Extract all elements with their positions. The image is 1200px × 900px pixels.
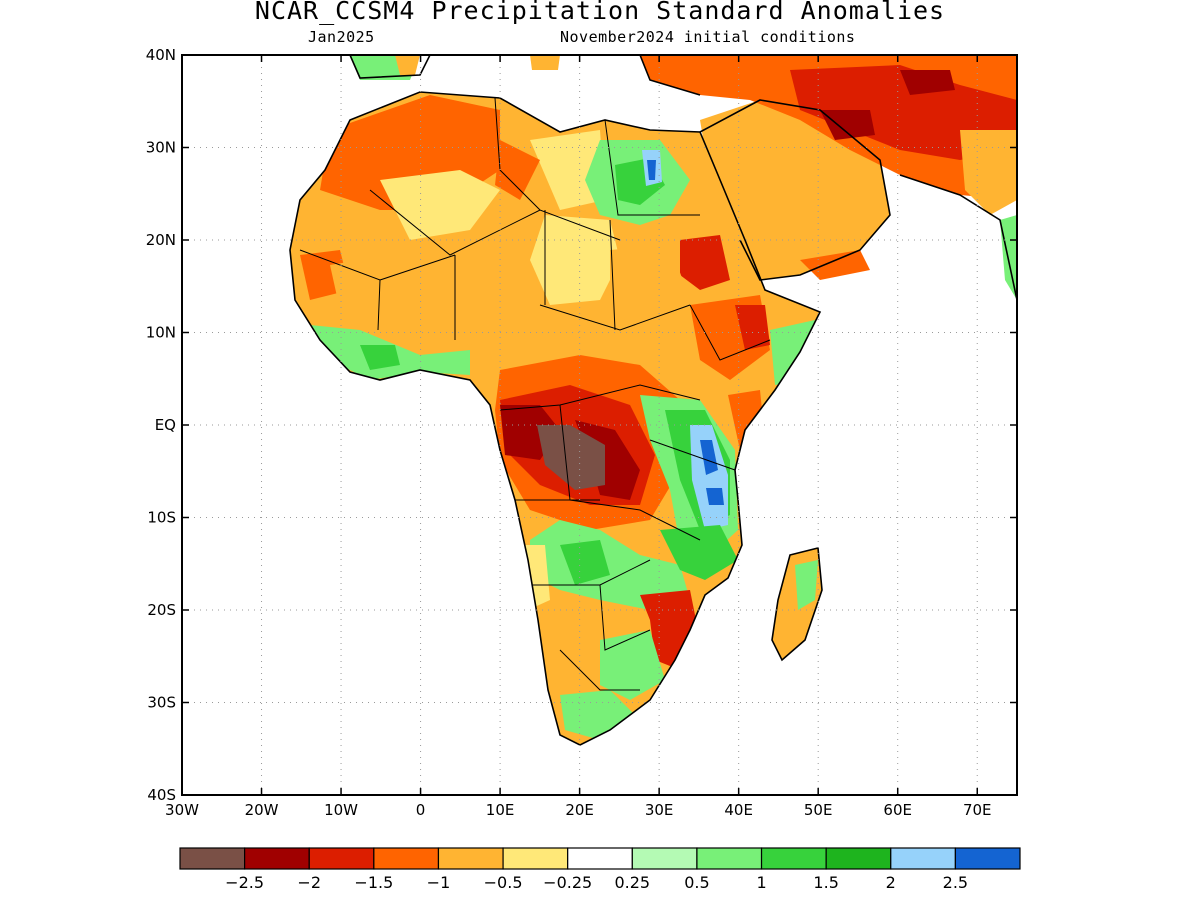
colorbar-swatch: [631, 847, 698, 870]
colorbar-swatch: [890, 847, 956, 870]
colorbar-label: 0.25: [614, 873, 650, 892]
latitude-axis: 40N 30N 20N 10N EQ 10S 20S 30S 40S: [146, 46, 176, 804]
longitude-axis: 30W 20W 10W 0 10E 20E 30E 40E 50E 60E 70E: [165, 801, 991, 819]
lat-tick-label: 20S: [147, 601, 176, 619]
colorbar-swatch: [825, 847, 892, 870]
colorbar-label: −1.5: [354, 873, 393, 892]
lat-tick-label: 40S: [147, 786, 176, 804]
colorbar-label: 0.5: [684, 873, 709, 892]
colorbar-label: −2.5: [225, 873, 264, 892]
colorbar: [179, 847, 1021, 870]
lat-tick-label: EQ: [155, 416, 176, 434]
lon-tick-label: 0: [416, 801, 426, 819]
colorbar-swatch: [244, 847, 310, 870]
colorbar-swatch: [502, 847, 569, 870]
colorbar-swatch: [567, 847, 633, 870]
colorbar-label: 2.5: [943, 873, 968, 892]
colorbar-swatch: [179, 847, 246, 870]
coastlines: [289, 55, 1017, 746]
lat-tick-label: 30N: [146, 139, 176, 157]
lon-tick-label: 10E: [486, 801, 515, 819]
lon-tick-label: 50E: [804, 801, 833, 819]
lon-tick-label: 30W: [165, 801, 199, 819]
lon-tick-label: 30E: [645, 801, 674, 819]
colorbar-label: −0.5: [484, 873, 523, 892]
lon-tick-label: 20W: [245, 801, 279, 819]
colorbar-swatch: [760, 847, 827, 870]
lon-tick-label: 20E: [565, 801, 594, 819]
map-title: NCAR_CCSM4 Precipitation Standard Anomal…: [254, 0, 946, 25]
colorbar-swatch: [308, 847, 375, 870]
anomaly-field: [290, 55, 1017, 745]
colorbar-label: 2: [886, 873, 896, 892]
forecast-month: Jan2025: [308, 28, 375, 46]
lon-tick-label: 10W: [324, 801, 358, 819]
lat-tick-label: 20N: [146, 231, 176, 249]
lon-tick-label: 60E: [883, 801, 912, 819]
colorbar-labels: −2.5 −2 −1.5 −1 −0.5 −0.25 0.25 0.5 1 1.5 2 2.5: [225, 873, 968, 892]
colorbar-label: 1: [756, 873, 766, 892]
lat-tick-label: 10N: [146, 324, 176, 342]
lat-tick-label: 40N: [146, 46, 176, 64]
lon-tick-label: 40E: [724, 801, 753, 819]
colorbar-label: −2: [297, 873, 321, 892]
colorbar-label: 1.5: [813, 873, 838, 892]
axis-ticks: [181, 54, 1017, 796]
colorbar-swatch: [954, 847, 1021, 870]
lon-tick-label: 70E: [963, 801, 992, 819]
colorbar-swatch: [373, 847, 440, 870]
lat-tick-label: 30S: [147, 694, 176, 712]
colorbar-swatch: [696, 847, 763, 870]
colorbar-label: −0.25: [543, 873, 592, 892]
lat-tick-label: 10S: [147, 509, 176, 527]
colorbar-swatch: [437, 847, 504, 870]
colorbar-label: −1: [427, 873, 451, 892]
initial-conditions: November2024 initial conditions: [560, 28, 856, 46]
